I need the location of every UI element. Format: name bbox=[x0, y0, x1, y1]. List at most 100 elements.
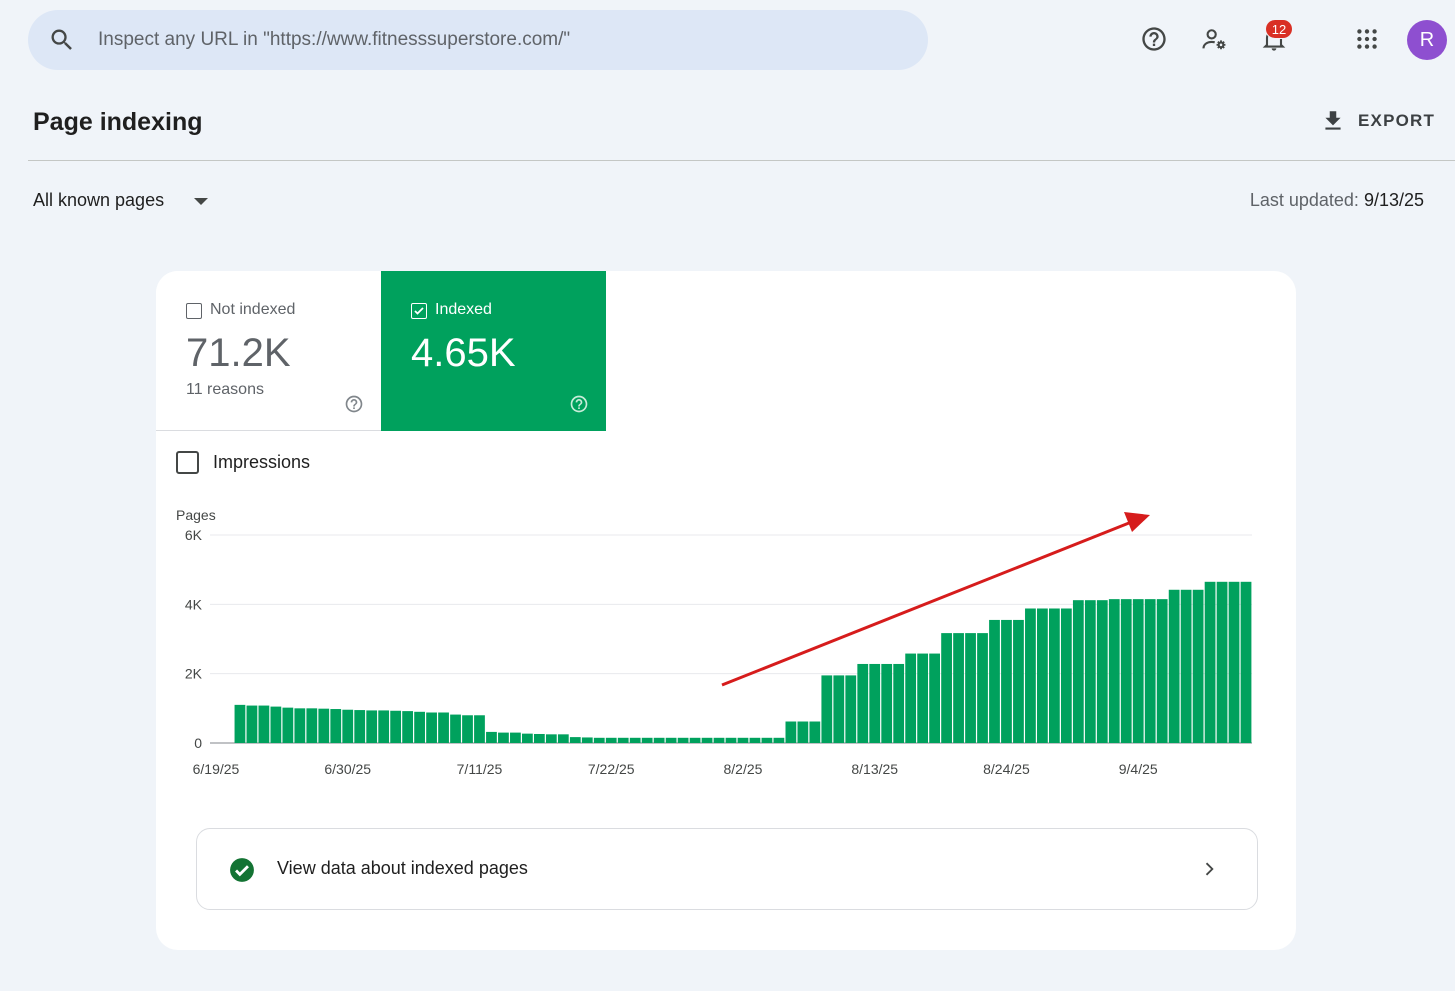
help-icon[interactable] bbox=[1137, 22, 1171, 56]
bar bbox=[605, 737, 617, 743]
filter-label: All known pages bbox=[33, 190, 165, 210]
bar bbox=[581, 737, 593, 743]
bar bbox=[270, 706, 282, 743]
bar bbox=[486, 731, 497, 743]
bar bbox=[701, 737, 713, 743]
bar bbox=[474, 715, 485, 743]
y-tick-label: 2K bbox=[185, 666, 203, 682]
bar bbox=[869, 663, 881, 743]
view-indexed-data-link[interactable]: View data about indexed pages bbox=[196, 828, 1258, 910]
last-updated: Last updated: 9/13/25 bbox=[1250, 190, 1424, 211]
bar bbox=[462, 715, 473, 743]
bar bbox=[498, 732, 509, 743]
indexed-tile[interactable]: Indexed 4.65K bbox=[381, 271, 606, 431]
bar bbox=[234, 704, 246, 743]
bar bbox=[533, 733, 545, 743]
check-circle-icon bbox=[230, 858, 254, 882]
x-tick-label: 9/4/25 bbox=[1119, 761, 1158, 777]
bar bbox=[1060, 608, 1072, 743]
bar bbox=[1108, 599, 1120, 743]
not-indexed-tile[interactable]: Not indexed 71.2K 11 reasons bbox=[156, 271, 381, 431]
bar bbox=[737, 737, 749, 743]
impressions-toggle[interactable]: Impressions bbox=[176, 451, 310, 474]
not-indexed-checkbox[interactable] bbox=[186, 303, 202, 319]
bar bbox=[1204, 581, 1216, 743]
bar bbox=[773, 737, 785, 743]
bar bbox=[366, 710, 378, 743]
bar bbox=[1228, 581, 1240, 743]
bar bbox=[450, 714, 461, 743]
bar bbox=[785, 721, 797, 743]
help-icon[interactable] bbox=[344, 394, 364, 414]
y-tick-label: 6K bbox=[185, 527, 203, 543]
bar bbox=[725, 737, 737, 743]
bar bbox=[306, 708, 318, 743]
impressions-checkbox[interactable] bbox=[176, 451, 199, 474]
bar bbox=[821, 675, 833, 743]
url-inspection-search[interactable]: Inspect any URL in "https://www.fitnesss… bbox=[28, 10, 928, 70]
bar bbox=[797, 721, 809, 743]
bar bbox=[1192, 589, 1204, 743]
bar bbox=[665, 737, 677, 743]
account-avatar[interactable]: R bbox=[1407, 20, 1447, 60]
bar bbox=[1025, 608, 1036, 743]
x-tick-label: 8/2/25 bbox=[724, 761, 763, 777]
bar bbox=[1156, 599, 1168, 743]
not-indexed-label: Not indexed bbox=[210, 301, 296, 318]
search-input[interactable]: Inspect any URL in "https://www.fitnesss… bbox=[98, 29, 571, 50]
bar bbox=[402, 711, 414, 743]
bar bbox=[713, 737, 725, 743]
user-settings-icon[interactable] bbox=[1197, 22, 1231, 56]
bar bbox=[893, 663, 905, 743]
x-tick-label: 6/19/25 bbox=[193, 761, 240, 777]
export-button[interactable]: EXPORT bbox=[1320, 106, 1435, 136]
bar bbox=[426, 712, 437, 743]
bar bbox=[617, 737, 629, 743]
tile-divider bbox=[156, 430, 381, 431]
bar bbox=[917, 653, 929, 743]
last-updated-value: 9/13/25 bbox=[1363, 190, 1424, 210]
download-icon bbox=[1325, 111, 1341, 130]
bar bbox=[641, 737, 653, 743]
bar bbox=[905, 653, 917, 743]
bar bbox=[989, 619, 1000, 743]
bar bbox=[1120, 599, 1132, 743]
bar bbox=[845, 675, 857, 743]
last-updated-label: Last updated: bbox=[1249, 190, 1359, 210]
view-link-label: View data about indexed pages bbox=[277, 858, 528, 878]
bar bbox=[414, 711, 425, 743]
trend-arrow-head bbox=[1124, 512, 1150, 532]
indexed-label: Indexed bbox=[435, 301, 492, 318]
help-icon[interactable] bbox=[569, 394, 589, 414]
bar bbox=[282, 707, 294, 743]
bar bbox=[330, 709, 342, 743]
indexed-checkbox[interactable] bbox=[411, 303, 427, 319]
impressions-label: Impressions bbox=[213, 452, 311, 472]
bar bbox=[557, 734, 569, 743]
bar bbox=[977, 633, 988, 743]
dropdown-caret-icon bbox=[194, 198, 209, 205]
bar bbox=[510, 732, 521, 743]
bar bbox=[522, 733, 533, 743]
apps-grid-icon[interactable] bbox=[1350, 22, 1384, 56]
bar bbox=[809, 721, 821, 743]
page-title: Page indexing bbox=[33, 108, 203, 136]
bar bbox=[761, 737, 773, 743]
bar bbox=[1013, 619, 1024, 743]
x-tick-label: 8/24/25 bbox=[983, 761, 1030, 777]
bar bbox=[545, 734, 557, 743]
pages-filter-dropdown[interactable]: All known pages bbox=[33, 190, 209, 211]
not-indexed-value: 71.2K bbox=[186, 331, 291, 375]
bar bbox=[1001, 619, 1012, 743]
notifications-count-badge: 12 bbox=[1265, 19, 1293, 39]
bar bbox=[1048, 608, 1060, 743]
bar bbox=[1168, 589, 1180, 743]
bar bbox=[246, 705, 258, 743]
not-indexed-reasons: 11 reasons bbox=[186, 381, 264, 398]
search-icon bbox=[51, 29, 72, 50]
indexing-card: Not indexed 71.2K 11 reasons Indexed 4.6… bbox=[156, 271, 1296, 950]
bar bbox=[965, 633, 976, 743]
bar bbox=[677, 737, 689, 743]
bar bbox=[354, 710, 366, 743]
check-icon bbox=[414, 307, 424, 315]
